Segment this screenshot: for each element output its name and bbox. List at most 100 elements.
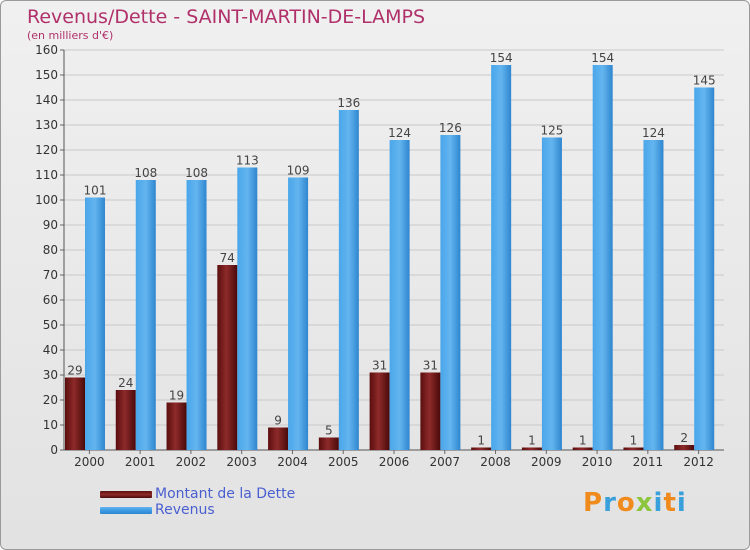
x-tick-label: 2006 [379,455,410,469]
y-tick-label: 40 [43,343,58,357]
bar-revenus [237,167,258,450]
data-label-revenus: 108 [134,166,157,180]
x-tick-label: 2008 [480,455,511,469]
logo-letter: i [653,488,664,518]
y-tick-label: 30 [43,368,58,382]
y-tick-label: 70 [43,268,58,282]
data-label-dette: 1 [477,434,485,448]
bar-dette [471,447,492,450]
bar-dette [623,447,644,450]
data-label-revenus: 124 [388,126,411,140]
data-label-revenus: 113 [236,154,259,168]
data-label-dette: 31 [423,359,438,373]
data-label-dette: 31 [372,359,387,373]
y-tick-label: 120 [35,143,58,157]
bar-dette [521,447,542,450]
data-label-revenus: 154 [490,51,513,65]
y-tick-label: 130 [35,118,58,132]
bar-layer [65,65,715,450]
x-tick-label: 2001 [125,455,156,469]
logo-letter: t [663,488,677,518]
chart-subtitle: (en milliers d'€) [27,29,114,42]
data-label-dette: 1 [579,434,587,448]
x-tick-label: 2000 [74,455,105,469]
x-tick-label: 2004 [277,455,308,469]
y-tick-label: 60 [43,293,58,307]
logo-letter: x [635,488,654,518]
bar-revenus [694,87,715,450]
data-label-dette: 24 [118,376,133,390]
y-tick-label: 160 [35,43,58,57]
legend: Montant de la Dette Revenus [100,486,360,518]
legend-item-dette: Montant de la Dette [100,486,360,502]
data-label-revenus: 125 [540,124,563,138]
data-label-revenus: 108 [185,166,208,180]
bar-dette [166,402,187,450]
y-tick-label: 80 [43,243,58,257]
proxiti-logo: Proxiti [583,488,687,518]
logo-letter: r [603,488,617,518]
y-tick-label: 150 [35,68,58,82]
y-tick-label: 0 [50,443,58,457]
bar-revenus [389,140,410,450]
legend-item-revenus: Revenus [100,502,360,518]
y-tick-label: 100 [35,193,58,207]
x-tick-label: 2002 [176,455,207,469]
bar-revenus [186,180,207,450]
bar-revenus [491,65,512,450]
x-tick-label: 2011 [633,455,664,469]
logo-letter: o [616,488,636,518]
bar-revenus [85,197,105,450]
bar-dette [65,377,85,450]
x-tick-label: 2010 [582,455,613,469]
x-tick-label: 2005 [328,455,359,469]
data-label-dette: 74 [220,251,235,265]
data-label-dette: 5 [325,424,333,438]
bar-dette [115,390,136,450]
y-tick-label: 110 [35,168,58,182]
bar-dette [318,437,339,450]
logo-letter: i [676,488,687,518]
data-label-dette: 1 [528,434,536,448]
data-label-dette: 19 [169,389,184,403]
data-label-revenus: 109 [287,164,310,178]
data-label-revenus: 145 [693,74,716,88]
data-label-dette: 29 [67,364,82,378]
bar-dette [369,372,390,450]
bar-revenus [592,65,613,450]
y-tick-label: 90 [43,218,58,232]
data-label-dette: 9 [274,414,282,428]
data-label-revenus: 154 [591,51,614,65]
data-label-dette: 2 [680,431,688,445]
bar-revenus [643,140,664,450]
bar-dette [572,447,593,450]
x-tick-label: 2012 [683,455,714,469]
bar-revenus [338,110,359,450]
data-label-revenus: 124 [642,126,665,140]
bar-revenus [288,177,309,450]
x-tick-label: 2009 [531,455,562,469]
y-tick-label: 10 [43,418,58,432]
legend-swatch-revenus [100,507,152,514]
bar-revenus [541,137,562,450]
legend-label-revenus: Revenus [155,502,215,518]
chart-title: Revenus/Dette - SAINT-MARTIN-DE-LAMPS [27,6,426,28]
y-tick-label: 50 [43,318,58,332]
data-label-revenus: 126 [439,121,462,135]
y-tick-label: 140 [35,93,58,107]
bar-revenus [440,135,461,450]
label-layer: 29 101 24 108 19 108 74 113 9 109 5 136 31 124 31 126 1 1… [67,51,715,448]
legend-label-dette: Montant de la Dette [155,486,296,502]
bar-dette [268,427,289,450]
bar-dette [217,265,238,450]
bar-dette [674,445,695,450]
data-label-revenus: 136 [337,96,360,110]
logo-letter: P [583,488,604,518]
x-tick-label: 2003 [226,455,257,469]
legend-swatch-dette [100,491,152,498]
y-tick-label: 20 [43,393,58,407]
x-tick-label: 2007 [429,455,460,469]
bar-dette [420,372,441,450]
bar-revenus [135,180,156,450]
